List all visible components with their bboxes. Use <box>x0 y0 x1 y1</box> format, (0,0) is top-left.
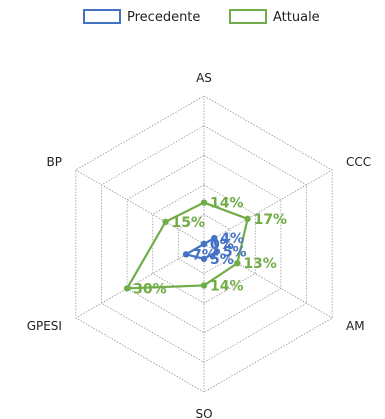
data-point-precedente-gpesi <box>182 251 190 258</box>
data-label-precedente-bp: 0% <box>210 237 234 253</box>
axis-labels: AS CCC AM SO GPESI BP <box>27 71 371 419</box>
data-label-attuale-as: 14% <box>210 196 244 212</box>
data-point-attuale-ccc <box>244 215 251 223</box>
data-label-attuale-gpesi: 30% <box>133 281 167 297</box>
data-point-precedente-so <box>200 255 208 262</box>
grid-spoke <box>203 243 333 319</box>
radar-grid <box>75 95 333 393</box>
data-label-precedente-so: 5% <box>210 252 234 268</box>
grid-ring <box>177 213 231 275</box>
data-point-attuale-so <box>200 282 208 289</box>
data-label-precedente-as: 0% <box>210 237 234 253</box>
series-layer <box>123 199 251 292</box>
data-point-precedente-am <box>213 248 221 255</box>
grid-spoke <box>203 169 333 245</box>
data-label-attuale-bp: 15% <box>172 215 206 231</box>
data-label-precedente-gpesi: 7% <box>192 247 216 263</box>
axis-label-as: AS <box>196 71 212 85</box>
legend-label-precedente: Precedente <box>127 10 200 25</box>
data-label-attuale-am: 13% <box>243 256 277 272</box>
grid-spoke <box>75 169 205 245</box>
data-point-attuale-bp <box>162 218 169 225</box>
data-point-precedente-bp <box>200 240 208 248</box>
data-label-attuale-ccc: 17% <box>254 212 288 228</box>
data-point-precedente-ccc <box>211 234 218 242</box>
data-label-attuale-so: 14% <box>210 278 244 294</box>
data-point-attuale-am <box>234 260 241 267</box>
data-point-attuale-as <box>200 199 208 206</box>
data-point-attuale-gpesi <box>123 285 131 292</box>
grid-spoke <box>75 243 205 319</box>
grid-ring <box>152 184 256 304</box>
axis-label-gpesi: GPESI <box>27 319 62 333</box>
data-labels: 0%4%5%5%7%0%14%17%13%14%30%15% <box>133 196 287 298</box>
axis-label-bp: BP <box>47 155 62 169</box>
legend-swatch-precedente <box>83 9 121 24</box>
legend: Precedente Attuale <box>83 9 320 25</box>
data-label-precedente-am: 5% <box>223 244 247 260</box>
legend-label-attuale: Attuale <box>273 10 320 25</box>
legend-swatch-attuale <box>229 9 267 24</box>
axis-label-am: AM <box>346 319 365 333</box>
axis-label-ccc: CCC <box>346 155 371 169</box>
axis-label-so: SO <box>195 407 212 419</box>
data-label-precedente-ccc: 4% <box>220 231 244 247</box>
